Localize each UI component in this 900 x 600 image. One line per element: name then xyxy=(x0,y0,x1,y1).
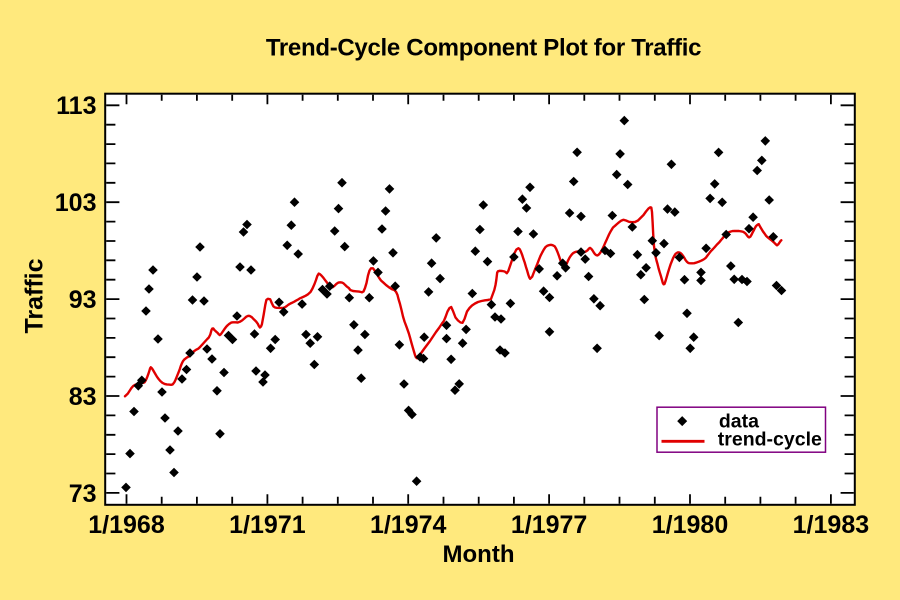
svg-text:93: 93 xyxy=(69,286,97,314)
svg-text:Trend-Cycle Component Plot for: Trend-Cycle Component Plot for Traffic xyxy=(266,34,701,61)
svg-text:1/1974: 1/1974 xyxy=(370,511,447,539)
svg-text:1/1971: 1/1971 xyxy=(229,511,306,539)
svg-text:1/1977: 1/1977 xyxy=(511,511,587,539)
svg-text:data: data xyxy=(719,410,759,432)
svg-text:1/1980: 1/1980 xyxy=(652,511,728,539)
svg-text:trend-cycle: trend-cycle xyxy=(718,428,822,450)
svg-text:83: 83 xyxy=(69,383,97,411)
svg-text:1/1968: 1/1968 xyxy=(88,511,165,539)
svg-text:1/1983: 1/1983 xyxy=(793,511,869,539)
svg-text:103: 103 xyxy=(55,189,97,217)
svg-text:73: 73 xyxy=(69,480,97,508)
svg-text:113: 113 xyxy=(56,92,96,120)
svg-text:Traffic: Traffic xyxy=(20,258,48,333)
svg-text:Month: Month xyxy=(443,541,515,568)
